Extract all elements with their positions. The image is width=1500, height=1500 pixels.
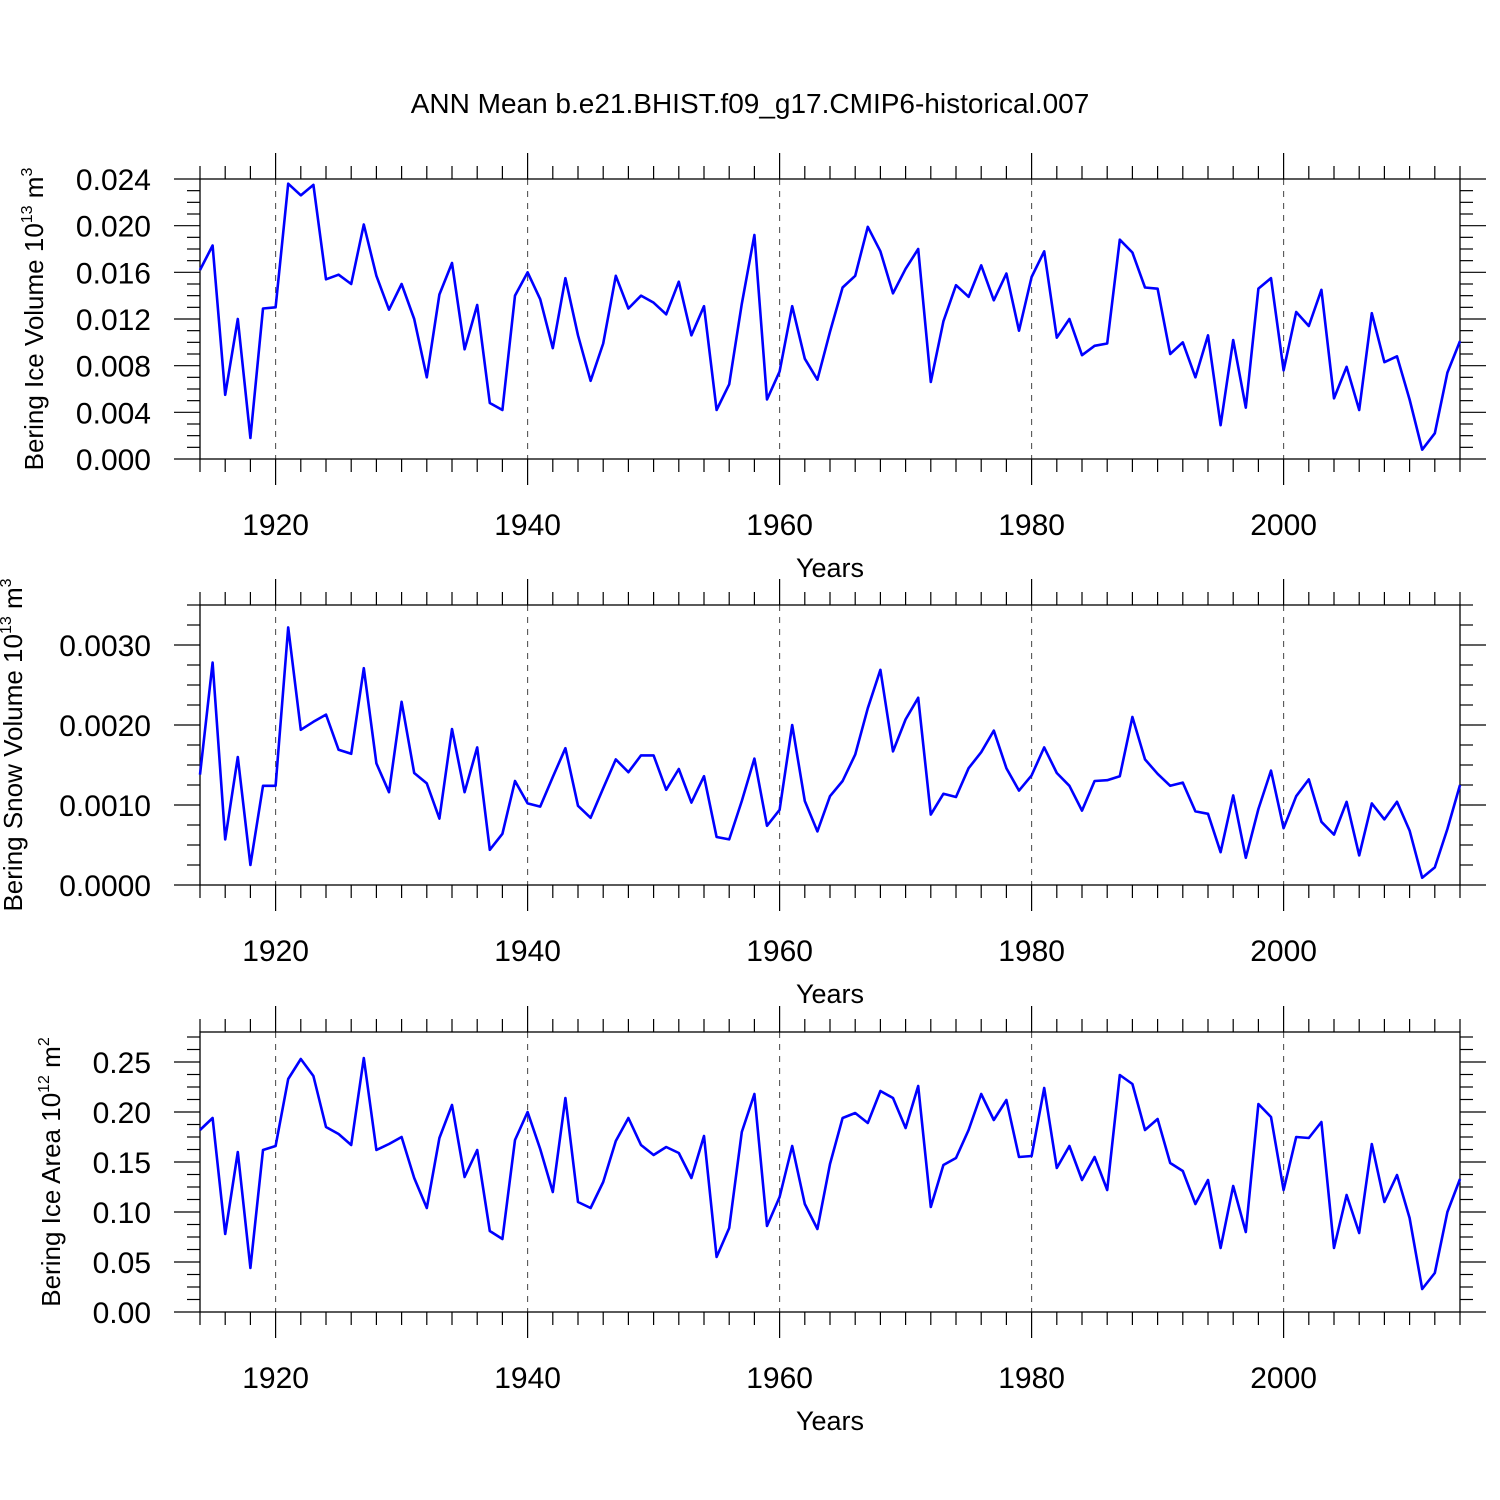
chart-panel-1: 1920 1940 1960 1980 2000 0.000 0.004 0.008 0.012… bbox=[19, 153, 1486, 583]
y-tick-label: 0.0030 bbox=[59, 630, 151, 663]
x-tick-label: 1960 bbox=[746, 935, 813, 968]
y-tick-label: 0.0000 bbox=[59, 870, 151, 903]
x-axis-title: Years bbox=[796, 553, 864, 583]
y-tick-label: 0.012 bbox=[76, 304, 151, 337]
panels: 1920 1940 1960 1980 2000 0.000 0.004 0.008 0.012… bbox=[0, 153, 1486, 1436]
series-line bbox=[198, 182, 1462, 451]
y-axis-title: Bering Ice Volume 1013 m3 bbox=[19, 168, 49, 471]
series-line bbox=[198, 626, 1462, 880]
y-axis-title-main: Bering Snow Volume 10 bbox=[0, 634, 28, 912]
x-tick-label: 2000 bbox=[1250, 509, 1317, 542]
y-axis-title-main: Bering Ice Area 10 bbox=[36, 1093, 66, 1307]
x-tick-label: 1940 bbox=[494, 1362, 561, 1395]
y-tick-label: 0.05 bbox=[93, 1247, 151, 1280]
y-axis-title-unit: m bbox=[36, 1046, 66, 1075]
x-tick-label: 1940 bbox=[494, 509, 561, 542]
y-tick-label: 0.024 bbox=[76, 164, 151, 197]
y-axis-title-exponent: 13 bbox=[0, 616, 15, 634]
y-axis-title-main: Bering Ice Volume 10 bbox=[19, 223, 49, 470]
x-tick-label: 2000 bbox=[1250, 935, 1317, 968]
y-axis-title: Bering Ice Area 1012 m2 bbox=[36, 1037, 66, 1307]
y-tick-label: 0.0020 bbox=[59, 710, 151, 743]
x-tick-label: 1980 bbox=[998, 509, 1065, 542]
x-tick-label: 1960 bbox=[746, 1362, 813, 1395]
y-axis-title-unit-exponent: 2 bbox=[36, 1037, 53, 1046]
y-tick-label: 0.008 bbox=[76, 351, 151, 384]
x-axis-title: Years bbox=[796, 1406, 864, 1436]
y-tick-label: 0.016 bbox=[76, 257, 151, 290]
y-axis-title: Bering Snow Volume 1013 m3 bbox=[0, 578, 28, 911]
x-tick-label: 1960 bbox=[746, 509, 813, 542]
y-tick-label: 0.25 bbox=[93, 1047, 151, 1080]
y-axis-title-exponent: 12 bbox=[36, 1075, 53, 1093]
chart-panel-3: 1920 1940 1960 1980 2000 0.00 0.05 0.10 0.15 0.20… bbox=[36, 1006, 1486, 1436]
y-tick-label: 0.15 bbox=[93, 1147, 151, 1180]
y-tick-label: 0.020 bbox=[76, 211, 151, 244]
y-axis-title-unit: m bbox=[19, 177, 49, 206]
x-tick-label: 1920 bbox=[242, 1362, 309, 1395]
figure-title: ANN Mean b.e21.BHIST.f09_g17.CMIP6-histo… bbox=[411, 88, 1090, 119]
y-tick-label: 0.000 bbox=[76, 444, 151, 477]
y-tick-label: 0.0010 bbox=[59, 790, 151, 823]
y-axis-title-unit-exponent: 3 bbox=[0, 578, 15, 587]
x-tick-label: 2000 bbox=[1250, 1362, 1317, 1395]
y-tick-label: 0.20 bbox=[93, 1097, 151, 1130]
series-line bbox=[199, 1056, 1462, 1291]
y-tick-label: 0.10 bbox=[93, 1197, 151, 1230]
x-tick-label: 1940 bbox=[494, 935, 561, 968]
x-tick-label: 1980 bbox=[998, 935, 1065, 968]
y-axis-title-unit-exponent: 3 bbox=[19, 168, 36, 177]
y-axis-title-unit: m bbox=[0, 587, 28, 616]
x-tick-label: 1920 bbox=[242, 935, 309, 968]
x-tick-label: 1920 bbox=[242, 509, 309, 542]
y-tick-label: 0.004 bbox=[76, 397, 151, 430]
y-tick-label: 0.00 bbox=[93, 1297, 151, 1330]
x-tick-label: 1980 bbox=[998, 1362, 1065, 1395]
y-axis-title-exponent: 13 bbox=[19, 205, 36, 223]
x-axis-title: Years bbox=[796, 979, 864, 1009]
chart-panel-2: 1920 1940 1960 1980 2000 0.0000 0.0010 0.0020 0.… bbox=[0, 578, 1486, 1009]
